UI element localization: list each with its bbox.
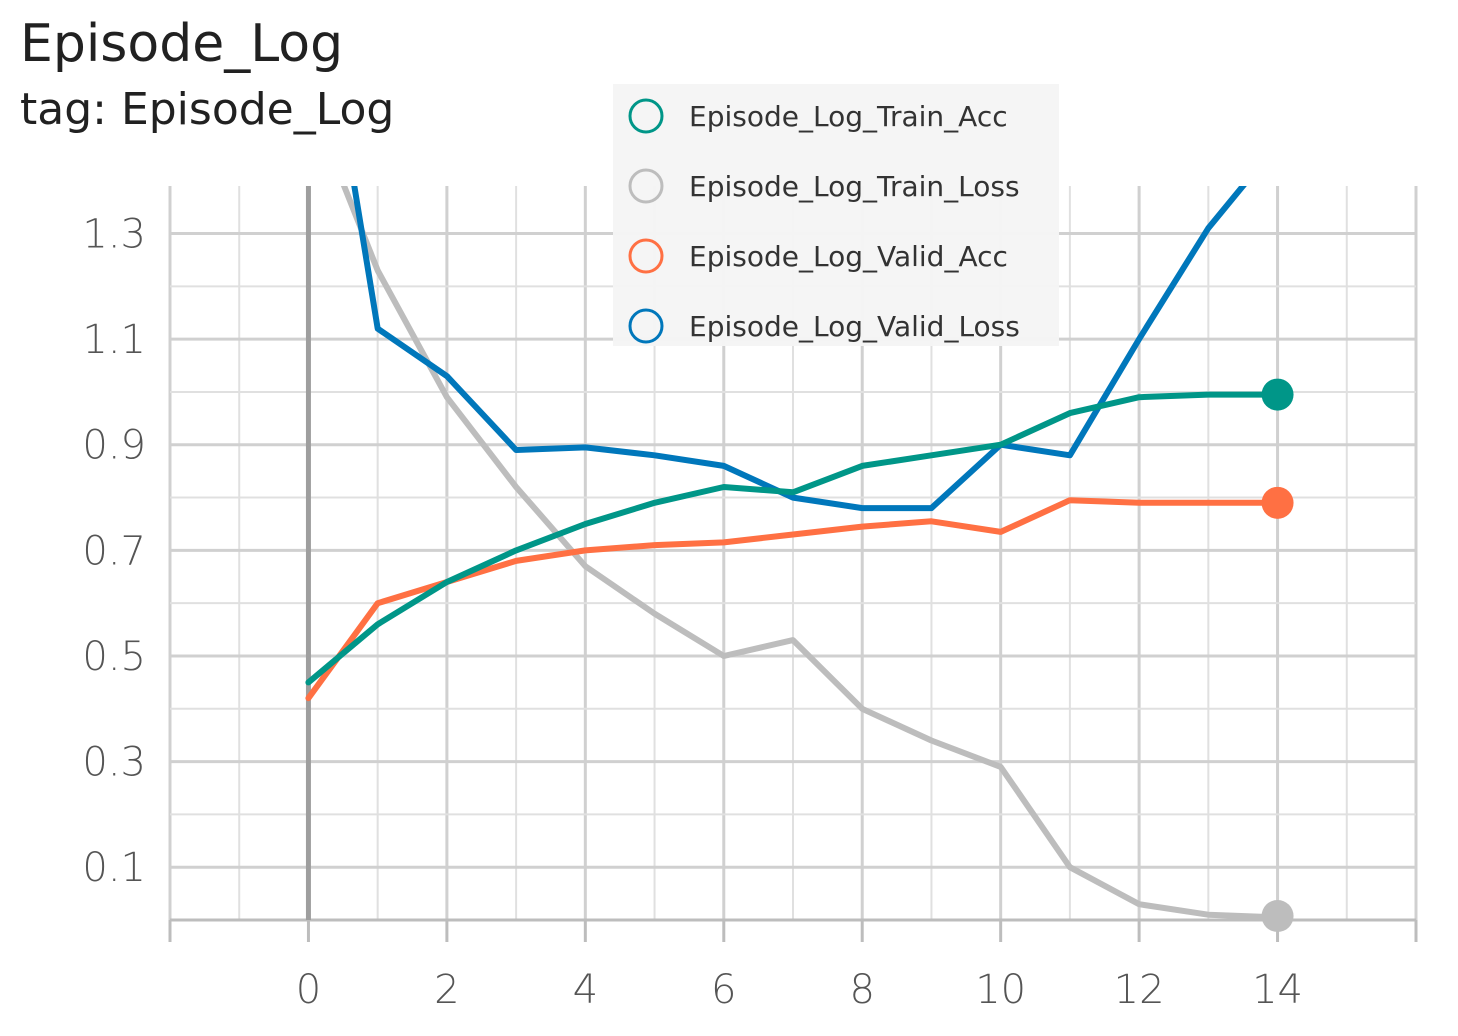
- x-tick-label: 2: [434, 967, 459, 1013]
- y-tick-label: 0.9: [82, 423, 146, 469]
- y-tick-label: 0.7: [82, 528, 146, 574]
- legend-label: Episode_Log_Train_Loss: [689, 170, 1020, 203]
- legend-item[interactable]: Episode_Log_Train_Acc: [628, 98, 1008, 134]
- end-point-episode-log-train-acc[interactable]: [1261, 378, 1294, 411]
- x-tick-label: 6: [711, 967, 736, 1013]
- y-tick-label: 0.1: [82, 845, 146, 891]
- legend-label: Episode_Log_Train_Acc: [689, 100, 1008, 133]
- legend-swatch-icon[interactable]: [628, 168, 664, 204]
- legend-swatch-icon[interactable]: [628, 308, 664, 344]
- x-tick-label: 10: [975, 967, 1026, 1013]
- series-line-episode-log-valid-acc[interactable]: [305, 497, 1281, 702]
- series-line-episode-log-train-acc[interactable]: [305, 391, 1281, 686]
- legend-background: [613, 84, 1059, 346]
- y-tick-label: 1.1: [82, 317, 146, 363]
- legend-item[interactable]: Episode_Log_Train_Loss: [628, 168, 1020, 204]
- legend-label: Episode_Log_Valid_Acc: [689, 240, 1008, 273]
- legend-item[interactable]: Episode_Log_Valid_Loss: [628, 308, 1020, 344]
- legend: Episode_Log_Train_Acc Episode_Log_Train_L…: [613, 84, 1059, 346]
- y-tick-label: 0.3: [82, 740, 146, 786]
- x-tick-label: 14: [1252, 967, 1303, 1013]
- legend-label: Episode_Log_Valid_Loss: [689, 310, 1020, 343]
- x-tick-label: 0: [296, 967, 321, 1013]
- x-tick-label: 4: [573, 967, 598, 1013]
- y-tick-label: 1.3: [82, 212, 146, 258]
- axes: [168, 186, 1418, 942]
- end-point-episode-log-train-loss[interactable]: [1261, 900, 1294, 932]
- legend-swatch-icon[interactable]: [628, 98, 664, 134]
- end-point-episode-log-valid-acc[interactable]: [1261, 486, 1294, 519]
- x-tick-label: 8: [849, 967, 874, 1013]
- series-line-episode-log-train-loss[interactable]: [308, 96, 1281, 920]
- legend-swatch-icon[interactable]: [628, 238, 664, 274]
- chart-title: Episode_Log: [20, 14, 344, 74]
- legend-item[interactable]: Episode_Log_Valid_Acc: [628, 238, 1008, 274]
- chart-subtitle: tag: Episode_Log: [20, 84, 395, 135]
- y-tick-label: 0.5: [82, 634, 146, 680]
- tick-labels: 0 2 4 6 8 10 12 14 0.1 0.3 0.5 0.7 0.9 1.1 1.3: [82, 212, 1303, 1013]
- x-tick-label: 12: [1114, 967, 1165, 1013]
- end-markers: [1261, 378, 1294, 932]
- series-line-episode-log-valid-loss[interactable]: [308, 0, 1277, 512]
- series-layer: [305, 0, 1281, 920]
